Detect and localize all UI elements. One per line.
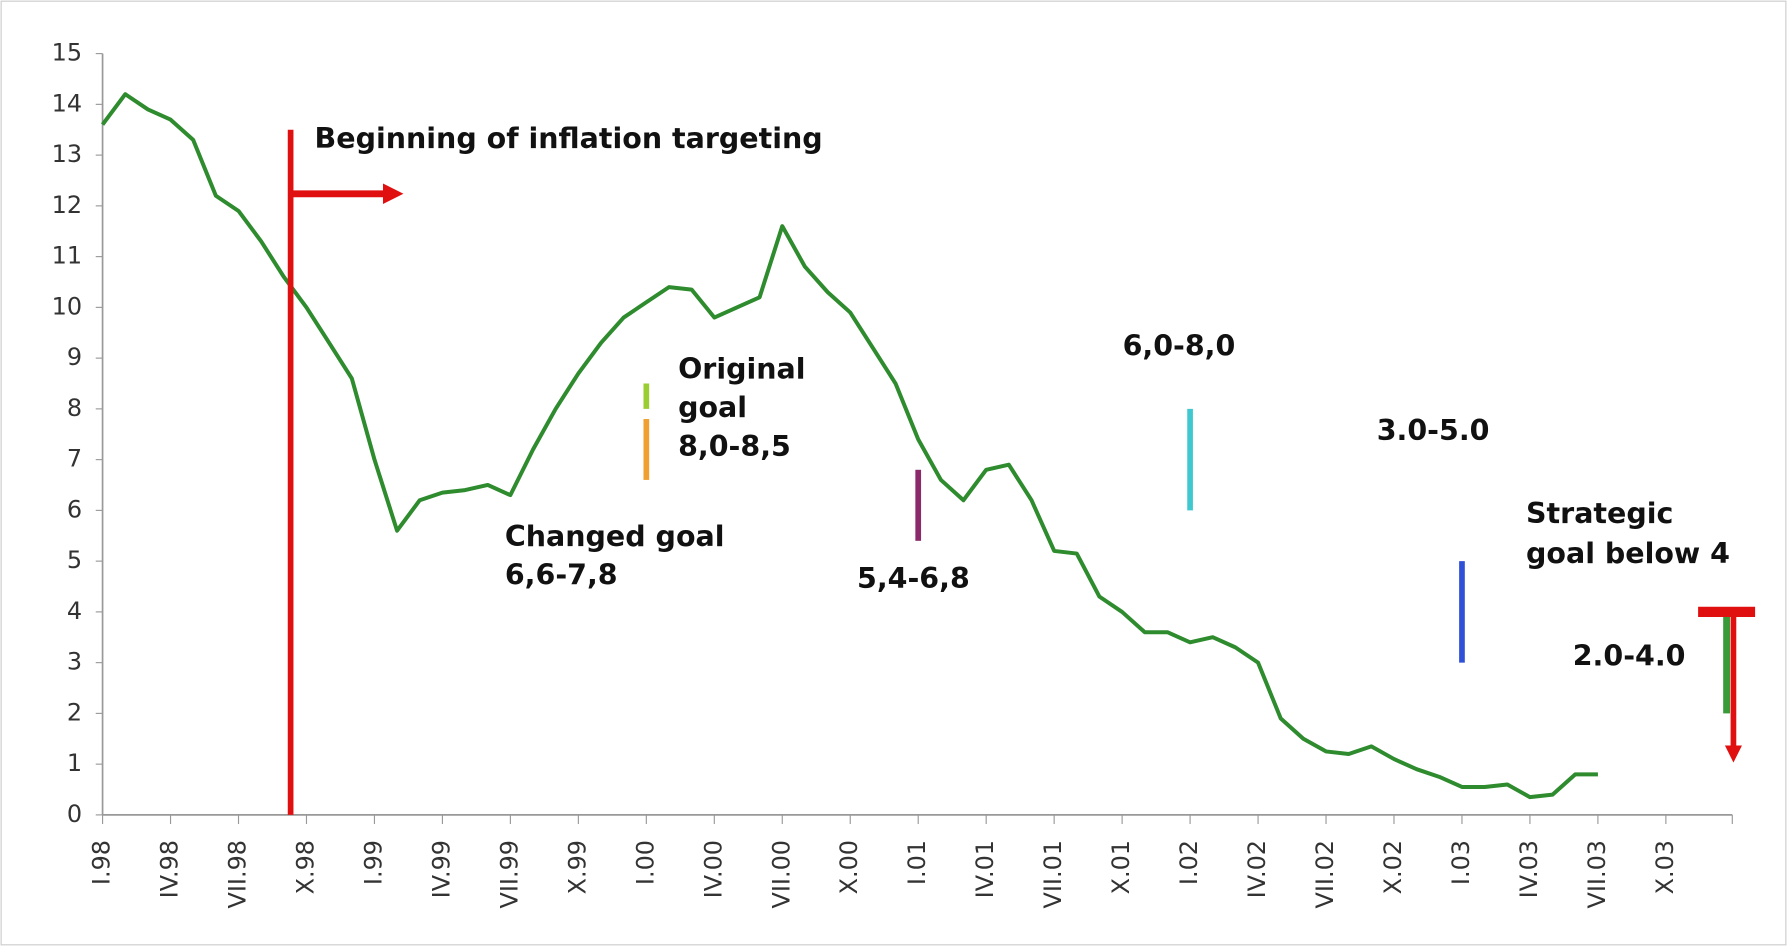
start-annotation: Beginning of inflation targeting bbox=[315, 122, 823, 155]
x-tick-label: X.98 bbox=[291, 840, 319, 894]
y-tick-label: 0 bbox=[67, 800, 82, 828]
x-tick-label: IV.99 bbox=[427, 840, 455, 898]
x-tick-label: VII.99 bbox=[495, 840, 523, 909]
target-label: 3.0-5.0 bbox=[1377, 414, 1490, 447]
x-tick-label: X.00 bbox=[835, 840, 863, 894]
target-label: 6,0-8,0 bbox=[1123, 330, 1236, 363]
x-tick-label: VII.03 bbox=[1583, 840, 1611, 909]
x-tick-label: X.02 bbox=[1379, 840, 1407, 894]
y-tick-label: 10 bbox=[52, 292, 82, 320]
target-range bbox=[1187, 408, 1193, 511]
x-tick-label: VII.00 bbox=[767, 840, 795, 909]
x-tick-label: IV.02 bbox=[1243, 840, 1271, 898]
x-tick-label: I.01 bbox=[903, 840, 931, 885]
x-tick-label: I.00 bbox=[631, 840, 659, 885]
x-tick-label: I.02 bbox=[1175, 840, 1203, 885]
y-tick-label: 14 bbox=[52, 89, 82, 117]
strategic-goal-label: goal below 4 bbox=[1526, 537, 1730, 570]
target-range bbox=[915, 469, 922, 541]
y-tick-label: 15 bbox=[52, 39, 82, 67]
x-tick-label: X.03 bbox=[1651, 840, 1679, 894]
target-range bbox=[1459, 561, 1465, 663]
target-label: Changed goal bbox=[505, 520, 725, 553]
y-tick-label: 4 bbox=[67, 597, 82, 625]
x-tick-label: IV.98 bbox=[156, 840, 184, 898]
x-tick-label: X.99 bbox=[563, 840, 591, 894]
target-label: 6,6-7,8 bbox=[505, 559, 618, 592]
x-tick-label: IV.03 bbox=[1515, 840, 1543, 898]
x-tick-label: VII.02 bbox=[1311, 840, 1339, 909]
inflation-line bbox=[100, 92, 1598, 800]
y-tick-label: 6 bbox=[67, 495, 82, 523]
target-range bbox=[1723, 611, 1731, 714]
y-tick-label: 3 bbox=[67, 648, 82, 676]
y-tick-label: 5 bbox=[67, 546, 82, 574]
target-label: 2.0-4.0 bbox=[1573, 640, 1686, 673]
x-tick-label: X.01 bbox=[1107, 840, 1135, 894]
x-tick-label: IV.00 bbox=[699, 840, 727, 898]
x-tick-label: I.03 bbox=[1447, 840, 1475, 885]
target-label: 8,0-8,5 bbox=[678, 430, 791, 463]
target-label: goal bbox=[678, 391, 747, 424]
y-tick-label: 13 bbox=[52, 140, 82, 168]
x-tick-label: I.98 bbox=[88, 840, 116, 885]
y-tick-label: 7 bbox=[67, 445, 82, 473]
x-tick-label: I.99 bbox=[359, 840, 387, 885]
y-tick-label: 9 bbox=[67, 343, 82, 371]
y-tick-label: 11 bbox=[52, 242, 82, 270]
y-tick-label: 1 bbox=[67, 749, 82, 777]
x-tick-label: IV.01 bbox=[971, 840, 999, 898]
target-label: 5,4-6,8 bbox=[857, 562, 970, 595]
target-range bbox=[643, 419, 650, 480]
target-range bbox=[643, 383, 650, 409]
x-tick-label: VII.01 bbox=[1039, 840, 1067, 909]
y-tick-label: 8 bbox=[67, 394, 82, 422]
strategic-goal-label: Strategic bbox=[1526, 497, 1673, 530]
y-tick-label: 2 bbox=[67, 698, 82, 726]
target-label: Original bbox=[678, 352, 805, 385]
x-tick-label: VII.98 bbox=[224, 840, 252, 909]
y-tick-label: 12 bbox=[52, 191, 82, 219]
